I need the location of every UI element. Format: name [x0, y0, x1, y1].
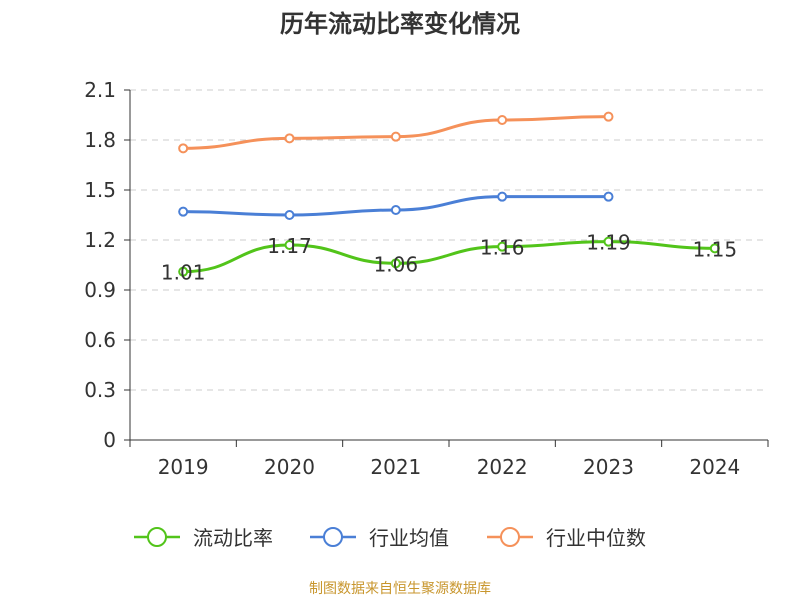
axes: 0 0.3 0.6 0.9 1.2 1.5 1.8 2.1 2019 2020 2021 2022 20… — [84, 78, 769, 479]
legend-marker — [500, 527, 520, 547]
chart-source: 制图数据来自恒生聚源数据库 — [309, 581, 491, 597]
legend-marker — [323, 527, 343, 547]
legend-label: 行业中位数 — [546, 526, 646, 550]
data-point — [603, 191, 614, 202]
data-point — [603, 236, 614, 247]
data-label: 1.15 — [693, 237, 738, 261]
y-tick-label: 1.8 — [84, 128, 116, 152]
data-point — [709, 243, 720, 254]
series-line-0 — [181, 240, 717, 274]
series-lines — [178, 111, 720, 277]
data-label: 1.19 — [586, 231, 631, 255]
data-label: 1.17 — [267, 234, 312, 258]
data-point — [497, 241, 508, 252]
data-point — [497, 115, 508, 125]
x-tick-label: 2020 — [264, 455, 315, 479]
x-tick-label: 2019 — [158, 455, 209, 479]
x-tick-label: 2024 — [689, 455, 740, 479]
legend-item[interactable]: 行业中位数 — [487, 526, 646, 550]
gridlines — [130, 89, 768, 391]
data-point — [390, 205, 401, 215]
legend[interactable]: 流动比率 行业均值 行业中位数 — [134, 526, 646, 550]
data-labels: 1.01 1.17 1.06 1.16 1.19 1.15 — [161, 231, 737, 285]
data-point — [284, 133, 295, 144]
y-tick-label: 1.5 — [84, 178, 116, 202]
data-point — [497, 191, 508, 202]
x-tick-label: 2022 — [477, 455, 528, 479]
legend-item[interactable]: 行业均值 — [310, 526, 449, 550]
chart-title: 历年流动比率变化情况 — [280, 10, 520, 38]
data-label: 1.01 — [161, 261, 206, 285]
data-point — [390, 258, 401, 269]
y-tick-label: 0 — [103, 428, 116, 452]
y-tick-label: 2.1 — [84, 78, 116, 102]
legend-item[interactable]: 流动比率 — [134, 526, 273, 550]
legend-marker — [147, 527, 167, 547]
y-tick-label: 0.6 — [84, 328, 116, 352]
y-tick-label: 0.9 — [84, 278, 116, 302]
data-label: 1.16 — [480, 236, 525, 260]
legend-label: 流动比率 — [193, 526, 273, 550]
data-point — [178, 143, 189, 154]
data-point — [603, 111, 614, 122]
data-point — [390, 131, 401, 142]
data-point — [178, 206, 189, 217]
x-tick-label: 2023 — [583, 455, 634, 479]
data-point — [284, 240, 295, 250]
x-tick-label: 2021 — [370, 455, 421, 479]
data-point — [178, 266, 189, 277]
data-point — [284, 210, 295, 220]
data-label: 1.06 — [374, 252, 419, 276]
y-tick-label: 0.3 — [84, 378, 116, 402]
legend-label: 行业均值 — [369, 526, 449, 550]
y-tick-label: 1.2 — [84, 228, 116, 252]
